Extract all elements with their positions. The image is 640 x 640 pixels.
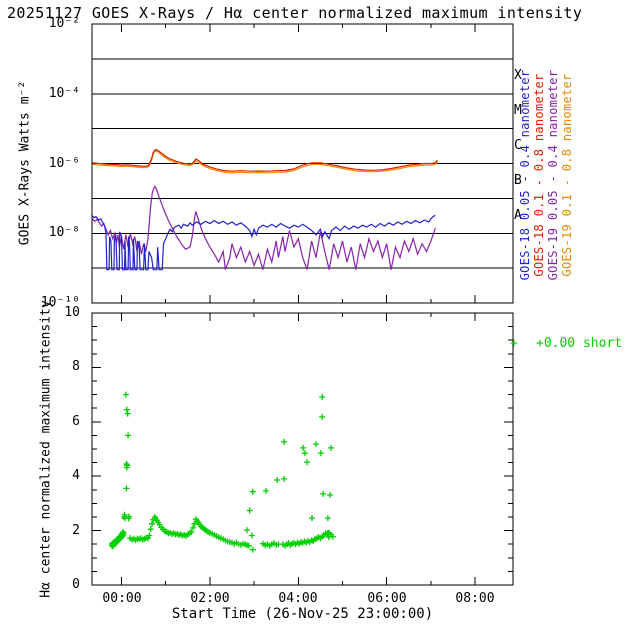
series-goes-19-0-1-0-8-nanometer bbox=[92, 150, 438, 174]
halpha-legend-marker: + bbox=[510, 336, 518, 351]
goes-legend-entry: GOES-19 0.1 - 0.8 nanometer bbox=[560, 73, 574, 277]
bottom-y-axis-title: Hα center normalized maximum intensity bbox=[38, 300, 54, 598]
top-y-tick-label: 10⁻⁸ bbox=[48, 225, 80, 240]
x-tick-label: 02:00 bbox=[190, 591, 230, 606]
series-goes-19-0-05-0-4-nanometer bbox=[92, 185, 436, 270]
x-tick-label: 04:00 bbox=[278, 591, 318, 606]
flare-class-label: B bbox=[514, 173, 522, 188]
series-goes-18-0-1-0-8-nanometer bbox=[92, 148, 438, 172]
x-tick-label: 08:00 bbox=[455, 591, 495, 606]
series-goes-18-0-05-0-4-nanometer bbox=[92, 214, 436, 271]
xray-series-group bbox=[92, 148, 438, 271]
halpha-scatter-points bbox=[108, 391, 336, 553]
bottom-y-tick-label: 2 bbox=[72, 523, 80, 538]
goes-legend-entry: GOES-18 0.05 - 0.4 nanometer bbox=[518, 69, 532, 281]
x-axis-title: Start Time (26-Nov-25 23:00:00) bbox=[171, 606, 434, 622]
top-y-tick-label: 10⁻⁴ bbox=[48, 86, 80, 101]
flare-class-label: A bbox=[514, 208, 522, 223]
top-y-tick-label: 10⁻¹⁰ bbox=[40, 295, 80, 310]
halpha-legend-label: +0.00 short bbox=[536, 336, 623, 351]
top-y-tick-label: 10⁻² bbox=[48, 16, 80, 31]
bottom-y-tick-label: 4 bbox=[72, 468, 80, 483]
bottom-y-tick-label: 6 bbox=[72, 414, 80, 429]
top-y-tick-label: 10⁻⁶ bbox=[48, 156, 80, 171]
bottom-y-tick-label: 8 bbox=[72, 359, 80, 374]
bottom-y-tick-label: 0 bbox=[72, 577, 80, 592]
bottom-y-tick-label: 10 bbox=[64, 305, 80, 320]
goes-legend-entry: GOES-18 0.1 - 0.8 nanometer bbox=[532, 73, 546, 277]
flare-class-label: C bbox=[514, 138, 522, 153]
goes-legend-entry: GOES-19 0.05 - 0.4 nanometer bbox=[546, 69, 560, 281]
x-tick-label: 06:00 bbox=[367, 591, 407, 606]
flare-class-label: X bbox=[514, 68, 522, 83]
x-tick-label: 00:00 bbox=[102, 591, 142, 606]
flare-class-label: M bbox=[514, 103, 522, 118]
page-title: 20251127 GOES X-Rays / Hα center normali… bbox=[7, 4, 583, 22]
top-plot-frame bbox=[91, 23, 514, 304]
